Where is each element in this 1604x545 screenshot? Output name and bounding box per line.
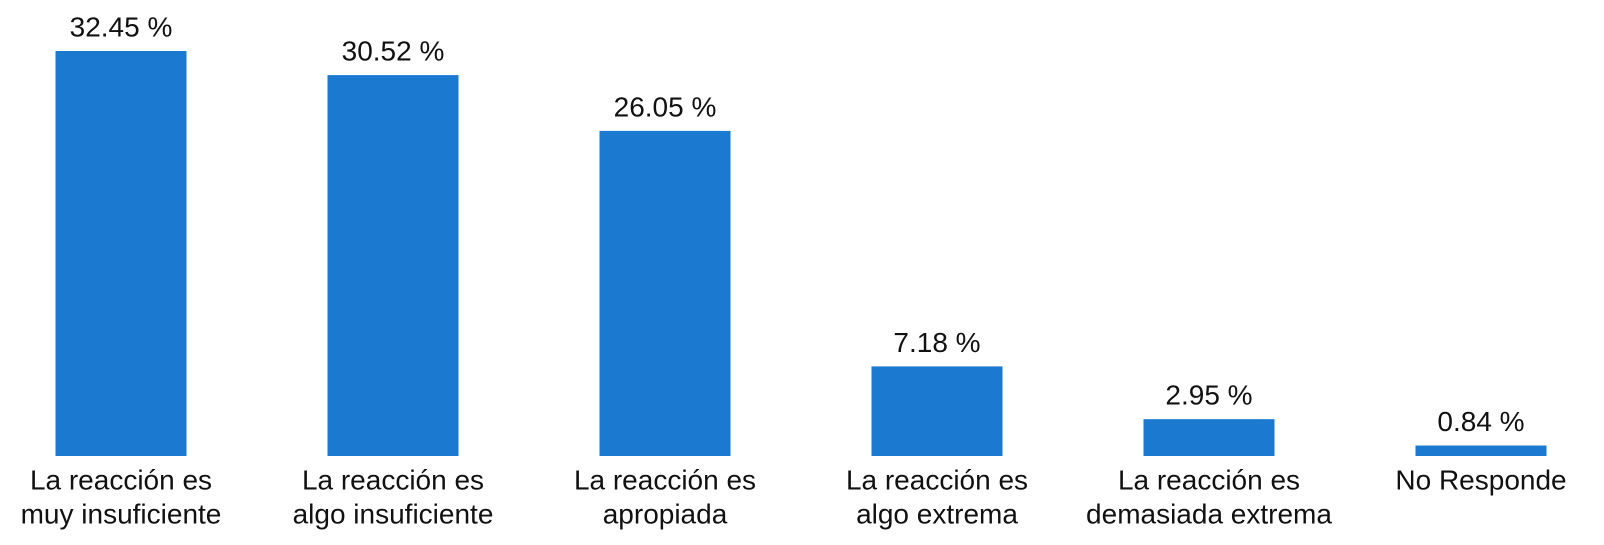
- value-label: 7.18 %: [893, 327, 980, 358]
- bar: [327, 75, 459, 456]
- value-label: 0.84 %: [1437, 406, 1524, 437]
- bar: [1415, 445, 1547, 456]
- value-label: 26.05 %: [614, 91, 717, 122]
- x-tick-label: La reacción es: [574, 464, 756, 495]
- x-tick-label: La reacción es: [846, 464, 1028, 495]
- x-tick-label: La reacción es: [302, 464, 484, 495]
- value-label: 30.52 %: [342, 35, 445, 66]
- bar: [1143, 419, 1275, 456]
- x-tick-label: La reacción es: [1118, 464, 1300, 495]
- x-tick-label: algo extrema: [856, 498, 1018, 529]
- bar: [55, 51, 187, 456]
- value-label: 32.45 %: [70, 11, 173, 42]
- x-tick-label: muy insuficiente: [21, 498, 222, 529]
- x-tick-label: La reacción es: [30, 464, 212, 495]
- x-tick-label: apropiada: [603, 498, 728, 529]
- value-label: 2.95 %: [1165, 380, 1252, 411]
- bar: [599, 130, 731, 456]
- bar: [871, 366, 1003, 456]
- x-tick-label: No Responde: [1395, 464, 1566, 495]
- x-tick-label: algo insuficiente: [293, 498, 494, 529]
- x-tick-label: demasiada extrema: [1086, 498, 1332, 529]
